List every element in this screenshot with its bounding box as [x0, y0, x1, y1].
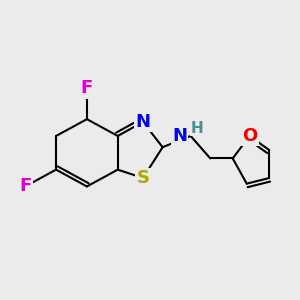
Text: O: O — [242, 127, 257, 145]
Text: H: H — [190, 121, 203, 136]
Text: F: F — [81, 79, 93, 97]
Text: N: N — [136, 113, 151, 131]
Text: N: N — [172, 127, 187, 145]
Text: S: S — [136, 169, 149, 187]
Text: F: F — [19, 178, 31, 196]
